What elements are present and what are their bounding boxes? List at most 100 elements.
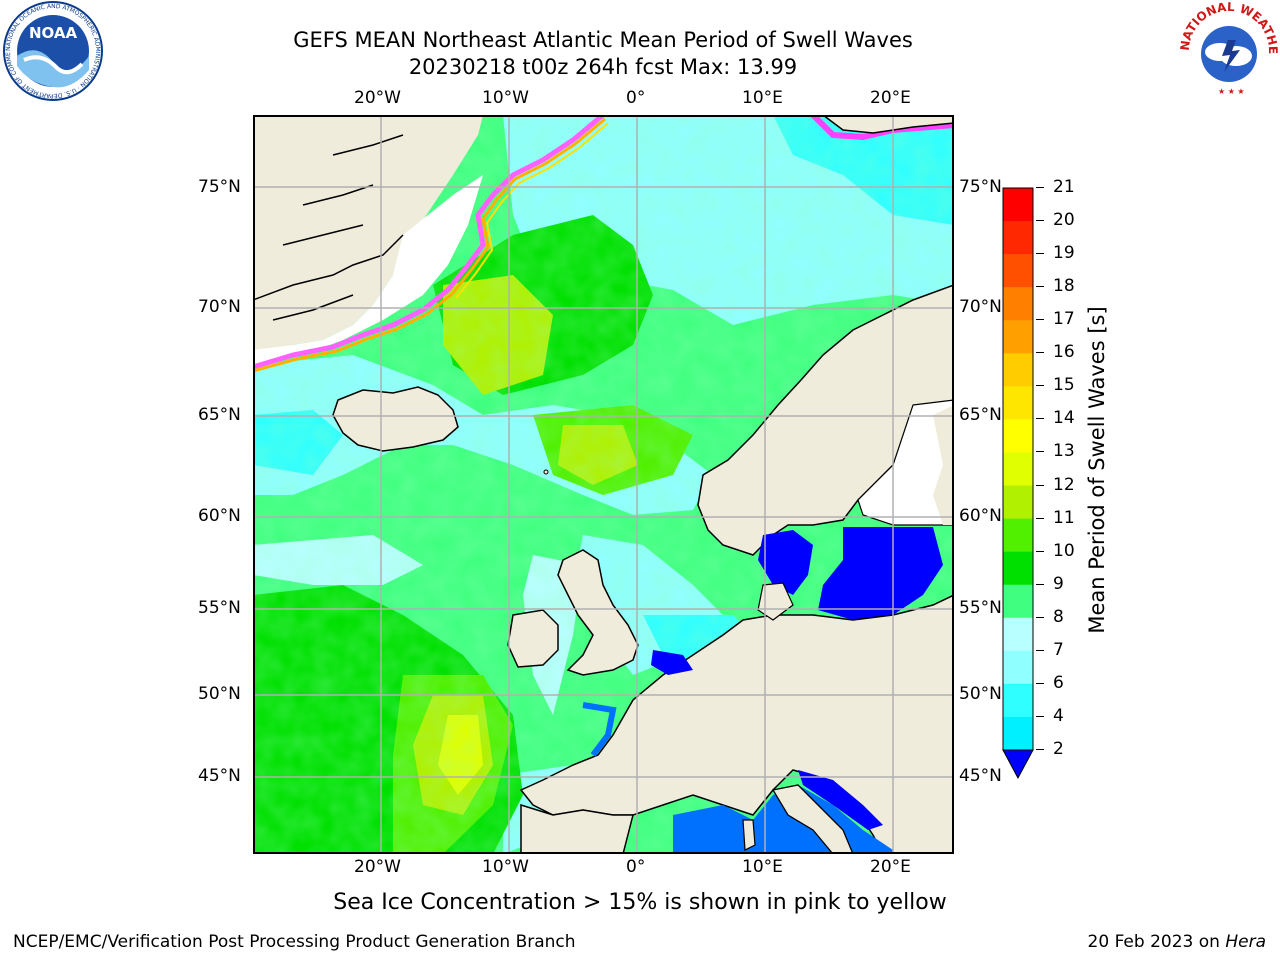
colorbar-tick-label: 16 xyxy=(1053,342,1075,363)
footer-host: Hera xyxy=(1225,932,1266,952)
iceland-land xyxy=(332,386,459,452)
colorbar-tick xyxy=(1036,187,1044,188)
colorbar-tick xyxy=(1036,517,1044,519)
colorbar-tick-label: 9 xyxy=(1053,573,1064,594)
lat-label-left: 50°N xyxy=(198,684,241,704)
channel-low-period xyxy=(651,650,693,675)
ireland-land xyxy=(507,609,559,668)
sea-ice-edge xyxy=(455,122,609,299)
lat-label-left: 70°N xyxy=(198,297,241,317)
sea-ice-edge xyxy=(253,117,606,373)
map-frame xyxy=(253,115,954,854)
lon-label-top: 10°E xyxy=(742,88,783,108)
footer-date-text: 20 Feb 2023 on xyxy=(1087,932,1226,952)
svalbard-land xyxy=(821,115,954,134)
colorbar-tick xyxy=(1036,616,1044,618)
lat-label-left: 45°N xyxy=(198,766,241,786)
colorbar-tick-label: 12 xyxy=(1053,474,1075,495)
colorbar-tick-label: 13 xyxy=(1053,441,1075,462)
adriatic-low-period xyxy=(798,770,883,830)
colorbar-tick-label: 7 xyxy=(1053,639,1064,660)
lon-label-top: 10°W xyxy=(482,88,529,108)
colorbar-tick-label: 20 xyxy=(1053,210,1075,231)
lat-label-right: 70°N xyxy=(959,297,1002,317)
colorbar-tick-label: 6 xyxy=(1053,672,1064,693)
lat-label-left: 55°N xyxy=(198,598,241,618)
colorbar-tick-label: 21 xyxy=(1053,177,1075,197)
colorbar-tick xyxy=(1036,319,1044,321)
sea-ice-region xyxy=(253,175,483,365)
colorbar-frame xyxy=(1002,187,1034,751)
bothnia-ice xyxy=(857,399,954,526)
colorbar-tick-label: 17 xyxy=(1053,309,1075,330)
greenland-coastline xyxy=(253,134,404,321)
chart-title-line-2: 20230218 t00z 264h fcst Max: 13.99 xyxy=(408,55,798,79)
colorbar-tick-label: 15 xyxy=(1053,375,1075,396)
colorbar-segment xyxy=(1003,419,1033,453)
colorbar xyxy=(998,186,1038,782)
colorbar-segment xyxy=(1003,683,1033,718)
colorbar-tick-label: 10 xyxy=(1053,540,1075,561)
colorbar-tick-label: 14 xyxy=(1053,408,1075,429)
colorbar-segment xyxy=(1003,188,1033,222)
lon-label-bottom: 20°E xyxy=(870,857,911,877)
baltic-sea-low-period xyxy=(818,527,943,620)
colorbar-segment xyxy=(1003,386,1033,420)
colorbar-segment xyxy=(1003,452,1033,487)
sea-ice-edge xyxy=(810,115,954,141)
svg-text:NOAA: NOAA xyxy=(29,24,78,42)
colorbar-tick xyxy=(1036,253,1044,255)
colorbar-segment xyxy=(1003,551,1033,586)
colorbar-segment xyxy=(1003,320,1033,354)
lat-label-right: 45°N xyxy=(959,766,1002,786)
lon-label-bottom: 0° xyxy=(626,857,646,877)
colorbar-tick-label: 18 xyxy=(1053,276,1075,297)
colorbar-tick-label: 8 xyxy=(1053,606,1064,627)
colorbar-tick xyxy=(1036,749,1044,750)
europe-land xyxy=(519,594,954,854)
footer-date: 20 Feb 2023 on Hera xyxy=(1088,932,1266,952)
baltic-sea-low-period xyxy=(758,530,813,595)
colorbar-tick xyxy=(1036,550,1044,552)
colorbar-tick-label: 19 xyxy=(1053,243,1075,264)
colorbar-tick xyxy=(1036,484,1044,486)
lat-label-right: 55°N xyxy=(959,598,1002,618)
footer-credit: NCEP/EMC/Verification Post Processing Pr… xyxy=(13,932,576,952)
noaa-logo: NOAA NATIONAL OCEANIC AND ATMOSPHERIC AD… xyxy=(0,0,104,102)
colorbar-segment xyxy=(1003,485,1033,520)
colorbar-segment xyxy=(1003,221,1033,255)
swell-period-map xyxy=(253,115,954,854)
lon-label-bottom: 20°W xyxy=(354,857,401,877)
colorbar-segment xyxy=(1003,584,1033,619)
colorbar-tick xyxy=(1036,385,1044,387)
colorbar-tick xyxy=(1036,352,1044,354)
colorbar-label: Mean Period of Swell Waves [s] xyxy=(1085,306,1109,634)
nws-logo: NATIONAL WEATHER SERVICE ★ ★ ★ xyxy=(1173,0,1280,102)
lon-label-top: 0° xyxy=(626,88,646,108)
colorbar-tick xyxy=(1036,220,1044,222)
lat-label-right: 60°N xyxy=(959,506,1002,526)
iberia-land xyxy=(520,803,634,854)
lat-label-left: 75°N xyxy=(198,177,241,197)
lat-label-left: 65°N xyxy=(198,405,241,425)
lat-label-right: 50°N xyxy=(959,684,1002,704)
colorbar-extend-arrow xyxy=(1002,749,1034,780)
colorbar-tick-label: 2 xyxy=(1053,739,1064,759)
colorbar-tick-label: 11 xyxy=(1053,507,1075,528)
colorbar-segment xyxy=(1003,716,1033,751)
lat-label-left: 60°N xyxy=(198,506,241,526)
colorbar-tick xyxy=(1036,418,1044,420)
colorbar-segment xyxy=(1003,650,1033,685)
lon-label-top: 20°E xyxy=(870,88,911,108)
svg-text:★ ★ ★: ★ ★ ★ xyxy=(1218,87,1245,96)
italy-land xyxy=(771,784,854,854)
colorbar-segment xyxy=(1003,617,1033,652)
colorbar-tick xyxy=(1036,649,1044,651)
colorbar-segment xyxy=(1003,287,1033,321)
sea-ice-edge xyxy=(253,115,605,370)
denmark-land xyxy=(757,582,794,621)
biscay-coast-band xyxy=(582,702,617,757)
chart-title-line-1: GEFS MEAN Northeast Atlantic Mean Period… xyxy=(293,28,913,52)
lat-label-right: 65°N xyxy=(959,405,1002,425)
greenland-land xyxy=(253,115,483,350)
